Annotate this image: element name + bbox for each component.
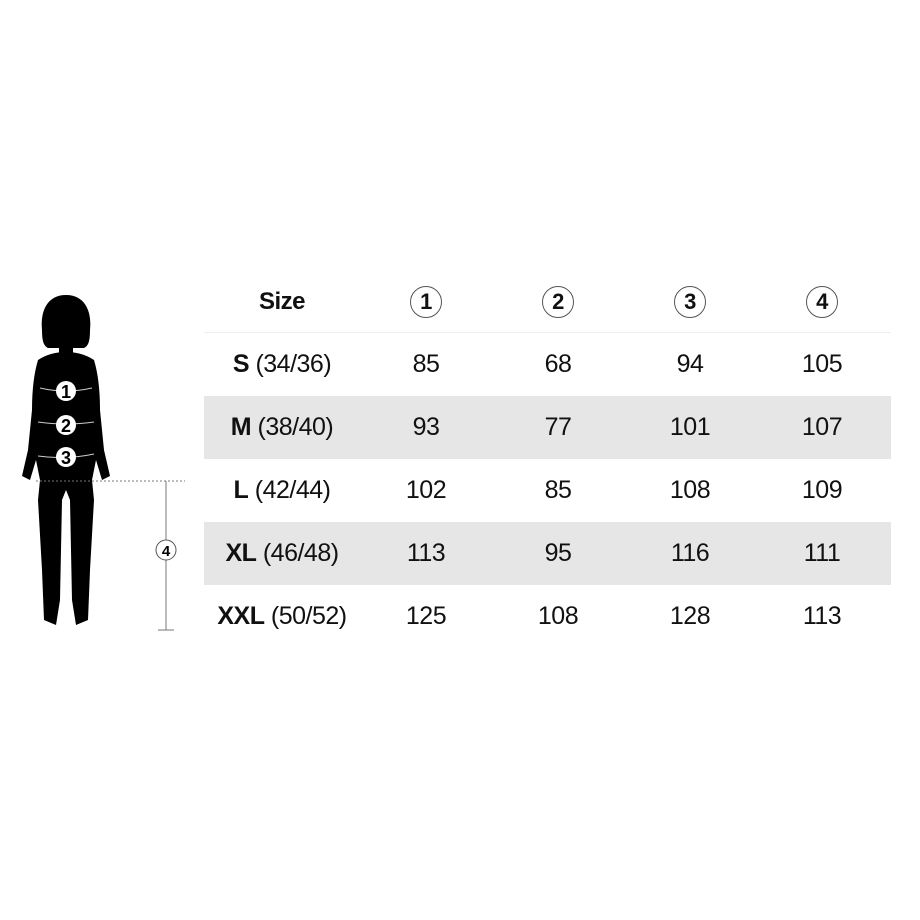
column-header-3: 3 — [674, 286, 706, 318]
measurement-1: 102 — [405, 476, 447, 504]
eu-size: (38/40) — [257, 413, 334, 441]
measurement-1: 113 — [406, 539, 446, 567]
table-row: XL (46/48) 113 95 116 111 — [204, 522, 891, 585]
eu-size: (46/48) — [262, 539, 339, 567]
measurement-4: 109 — [801, 476, 843, 504]
measurement-4: 111 — [803, 539, 841, 567]
measurement-1: 125 — [405, 602, 447, 630]
svg-text:2: 2 — [61, 416, 71, 436]
measurement-1: 85 — [412, 350, 440, 378]
measurement-2: 108 — [537, 602, 579, 630]
measurement-3: 94 — [676, 350, 704, 378]
table-row: L (42/44) 102 85 108 109 — [204, 459, 891, 522]
svg-text:4: 4 — [162, 543, 171, 560]
size-label: S (34/36) — [204, 350, 360, 379]
table-header: Size 1 2 3 4 — [204, 272, 891, 333]
measurement-2: 85 — [544, 476, 572, 504]
size-header: Size — [258, 288, 306, 315]
svg-text:1: 1 — [61, 382, 71, 402]
column-header-2: 2 — [542, 286, 574, 318]
size-code: XXL — [217, 602, 265, 630]
size-label: XL (46/48) — [204, 539, 360, 568]
size-code: M — [230, 413, 252, 441]
measurement-4: 107 — [801, 413, 843, 441]
eu-size: (42/44) — [254, 476, 331, 504]
column-header-1: 1 — [410, 286, 442, 318]
size-label: M (38/40) — [204, 413, 360, 442]
marker-1: 1 — [56, 381, 76, 402]
size-table: Size 1 2 3 4 S (34/36) 85 68 94 105 M (38/40)… — [204, 272, 891, 648]
measurement-2: 68 — [544, 350, 572, 378]
marker-2: 2 — [56, 415, 76, 436]
measurement-1: 93 — [412, 413, 440, 441]
measurement-2: 95 — [544, 539, 572, 567]
eu-size: (34/36) — [255, 350, 332, 378]
measurement-2: 77 — [544, 413, 572, 441]
table-row: S (34/36) 85 68 94 105 — [204, 333, 891, 396]
size-code: S — [232, 350, 250, 378]
table-row: M (38/40) 93 77 101 107 — [204, 396, 891, 459]
size-label: L (42/44) — [204, 476, 360, 505]
measurement-3: 128 — [669, 602, 711, 630]
marker-3: 3 — [56, 447, 76, 468]
body-measurement-figure: 1 2 3 4 — [0, 280, 200, 640]
table-row: XXL (50/52) 125 108 128 113 — [204, 585, 891, 648]
eu-size: (50/52) — [270, 602, 347, 630]
measurement-4: 105 — [801, 350, 843, 378]
size-code: L — [233, 476, 249, 504]
column-header-4: 4 — [806, 286, 838, 318]
measurement-3: 116 — [670, 539, 710, 567]
measurement-3: 108 — [669, 476, 711, 504]
size-code: XL — [225, 539, 257, 567]
svg-text:3: 3 — [61, 448, 71, 468]
size-label: XXL (50/52) — [204, 602, 360, 631]
measurement-4: 113 — [802, 602, 842, 630]
marker-4: 4 — [155, 539, 177, 561]
measurement-3: 101 — [669, 413, 711, 441]
